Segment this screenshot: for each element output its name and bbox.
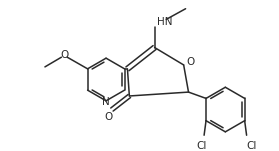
Text: O: O — [60, 50, 68, 60]
Text: O: O — [104, 112, 112, 122]
Text: O: O — [186, 57, 194, 67]
Text: Cl: Cl — [246, 141, 257, 151]
Text: N: N — [102, 97, 110, 107]
Text: HN: HN — [157, 17, 172, 27]
Text: Cl: Cl — [196, 141, 206, 151]
